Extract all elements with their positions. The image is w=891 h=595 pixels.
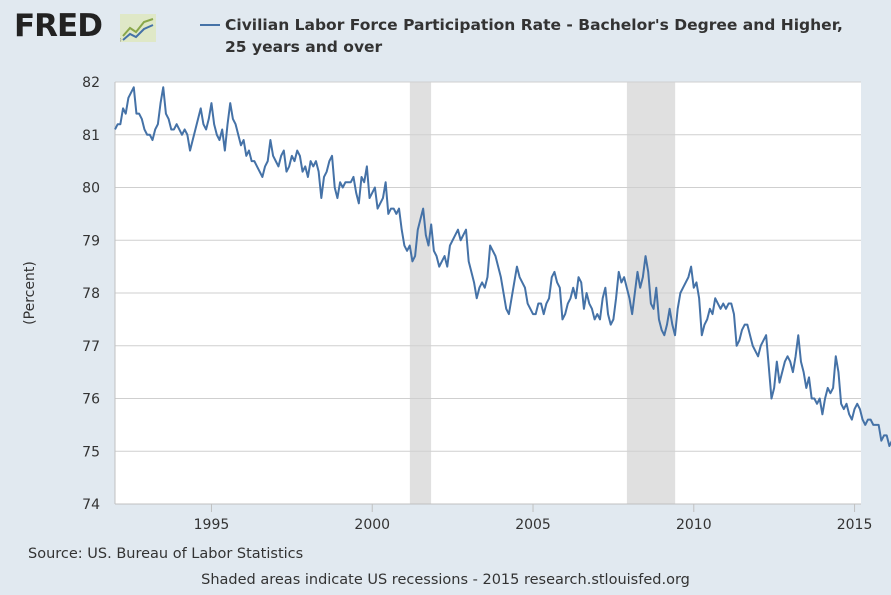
y-tick-label: 77 xyxy=(82,339,100,355)
series-line-layer xyxy=(114,86,891,447)
fred-logo: FRED xyxy=(14,8,103,44)
legend-swatch xyxy=(200,24,220,26)
legend-entry: Civilian Labor Force Participation Rate … xyxy=(225,16,843,56)
y-axis-label: (Percent) xyxy=(22,261,38,325)
y-tick-label: 82 xyxy=(82,75,100,91)
y-tick-label: 79 xyxy=(82,233,100,249)
y-tick-label: 80 xyxy=(82,181,100,197)
x-tick-label: 2005 xyxy=(515,517,551,533)
x-tick-label: 2000 xyxy=(354,517,390,533)
y-tick-label: 81 xyxy=(82,128,100,144)
fred-logo-text: FRED xyxy=(14,8,103,44)
svg-text:®: ® xyxy=(120,37,122,42)
y-tick-label: 74 xyxy=(82,497,100,513)
series-line-0 xyxy=(114,86,891,447)
gridlines xyxy=(114,81,861,505)
y-tick-label: 78 xyxy=(82,286,100,302)
x-tick-label: 2010 xyxy=(676,517,712,533)
recession-note: Shaded areas indicate US recessions - 20… xyxy=(201,572,690,588)
fred-graph-icon: ® xyxy=(116,14,156,47)
source-note: Source: US. Bureau of Labor Statistics xyxy=(28,546,304,562)
y-tick-labels: 74 75 76 77 78 79 80 81 82 xyxy=(82,75,100,513)
y-tick-label: 75 xyxy=(82,444,100,460)
x-tick-label: 1995 xyxy=(194,517,230,533)
y-tick-label: 76 xyxy=(82,392,100,408)
x-tick-label: 2015 xyxy=(837,517,873,533)
x-tick-labels: 1995 2000 2005 2010 2015 xyxy=(194,504,873,533)
